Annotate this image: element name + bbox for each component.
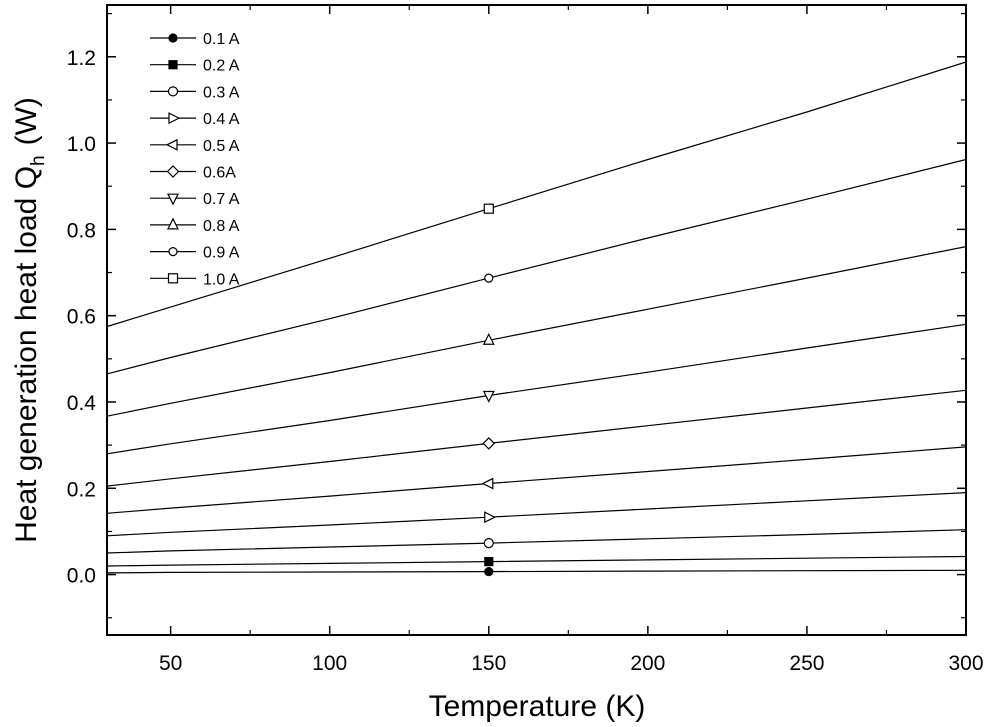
y-tick-label: 0.4 (67, 392, 97, 415)
series-line (106, 555, 967, 567)
series-line (106, 529, 967, 554)
series-marker (483, 203, 494, 214)
plot-frame (106, 4, 967, 636)
legend-label: 0.6A (203, 165, 236, 182)
legend-label: 0.2 A (203, 58, 240, 75)
y-tick-label: 0.2 (67, 478, 96, 501)
series-markers (481, 203, 497, 577)
legend-label: 0.9 A (203, 245, 240, 262)
y-axis-title-unit: (W) (10, 97, 43, 145)
y-axis-ticks: 0.0 0.2 0.4 0.6 0.8 1.0 1.2 (67, 13, 966, 619)
legend-label: 0.8 A (203, 218, 240, 235)
x-tick-label: 300 (948, 652, 983, 675)
series-marker (484, 511, 497, 524)
y-axis-title-group: Heat generation heat load Qh (W) (10, 97, 49, 543)
x-axis-ticks: 50 100 150 200 250 300 (159, 5, 984, 675)
y-tick-label: 0.0 (67, 565, 96, 588)
legend-marker (167, 86, 179, 97)
y-tick-label: 0.8 (67, 219, 96, 242)
series-line (106, 492, 967, 537)
y-tick-label: 1.0 (67, 133, 96, 156)
series-line (106, 569, 967, 574)
legend: 0.1 A 0.2 A 0.3 A 0.4 A 0.5 A 0.6A 0.7 A 0.8 A 0… (150, 31, 240, 288)
series-marker (481, 477, 494, 490)
series-marker (484, 566, 494, 577)
legend-marker (167, 273, 179, 284)
legend-marker (167, 217, 179, 230)
legend-marker (167, 193, 179, 206)
legend-label: 1.0 A (203, 271, 240, 288)
legend-marker (168, 247, 178, 257)
series-marker (482, 332, 495, 345)
series-marker (484, 557, 494, 567)
legend-label: 0.3 A (203, 84, 240, 101)
series-marker (482, 390, 495, 403)
y-tick-label: 0.6 (67, 306, 96, 329)
legend-label: 0.7 A (203, 191, 240, 208)
series-marker (483, 537, 494, 549)
legend-marker (168, 33, 178, 43)
legend-label: 0.4 A (203, 111, 240, 128)
legend-marker (165, 138, 178, 151)
series-line (106, 323, 967, 455)
x-tick-label: 250 (789, 652, 824, 675)
series-line (106, 446, 967, 514)
legend-marker (168, 60, 178, 70)
x-tick-label: 150 (471, 652, 506, 675)
y-axis-title-main: Heat generation heat load Q (10, 166, 43, 543)
legend-label: 0.1 A (203, 31, 240, 48)
legend-marker (168, 112, 181, 125)
x-tick-label: 50 (159, 652, 182, 675)
series-marker (484, 273, 494, 283)
y-tick-label: 1.2 (67, 47, 96, 70)
y-axis-title-subscript: h (28, 155, 49, 166)
y-axis-title: Heat generation heat load Qh (W) (10, 97, 49, 543)
series-line (106, 389, 967, 487)
x-tick-label: 100 (312, 652, 347, 675)
legend-marker (166, 165, 180, 178)
x-axis-title: Temperature (K) (429, 690, 646, 723)
legend-label: 0.5 A (203, 138, 240, 155)
x-tick-label: 200 (630, 652, 665, 675)
series-marker (482, 437, 496, 450)
